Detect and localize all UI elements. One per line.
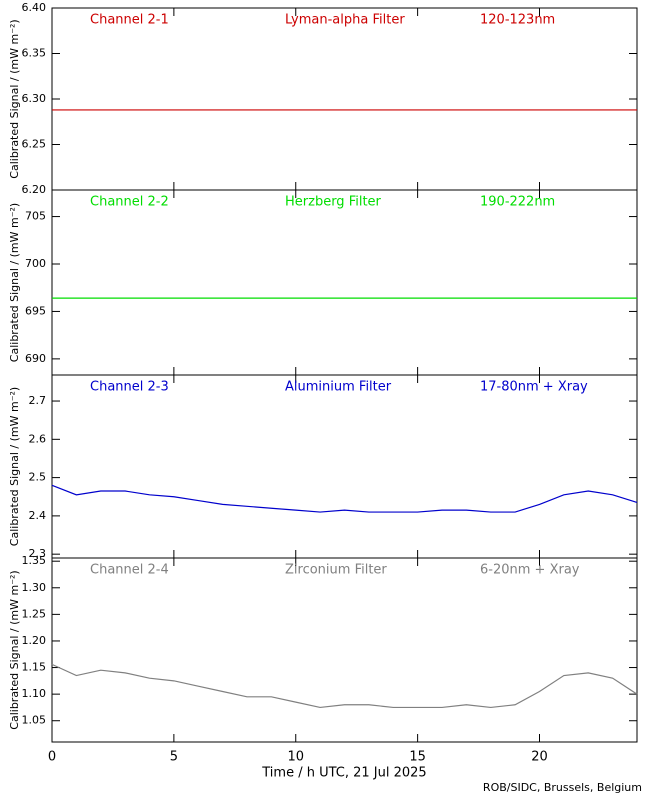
y-axis-label: Calibrated Signal / (mW m⁻²) bbox=[8, 203, 21, 362]
panel-annotation: Herzberg Filter bbox=[285, 195, 382, 210]
y-tick-label: 705 bbox=[25, 210, 46, 223]
panel-annotation: Channel 2-2 bbox=[90, 195, 169, 210]
y-axis-label: Calibrated Signal / (mW m⁻²) bbox=[8, 387, 21, 546]
x-axis-label: Time / h UTC, 21 Jul 2025 bbox=[261, 766, 426, 781]
y-tick-label: 695 bbox=[25, 304, 46, 317]
data-line bbox=[51, 484, 638, 513]
footer: ROB/SIDC, Brussels, Belgium bbox=[483, 781, 642, 794]
y-tick-label: 2.7 bbox=[29, 394, 47, 407]
plot-frame bbox=[51, 557, 638, 743]
y-tick-label: 1.05 bbox=[22, 714, 47, 727]
x-tick-label: 15 bbox=[409, 750, 426, 765]
y-tick-label: 1.10 bbox=[22, 687, 47, 700]
y-tick-label: 1.15 bbox=[22, 661, 47, 674]
panel-annotation: Lyman-alpha Filter bbox=[285, 13, 405, 28]
panel-annotation: Aluminium Filter bbox=[285, 380, 392, 395]
y-tick-label: 1.20 bbox=[22, 634, 47, 647]
y-tick-label: 1.30 bbox=[22, 581, 47, 594]
y-axis-label: Calibrated Signal / (mW m⁻²) bbox=[8, 570, 21, 729]
y-tick-label: 690 bbox=[25, 352, 46, 365]
y-tick-label: 1.25 bbox=[22, 607, 47, 620]
panel-annotation: Channel 2-4 bbox=[90, 563, 169, 578]
x-tick-label: 10 bbox=[287, 750, 304, 765]
y-tick-label: 6.30 bbox=[22, 92, 47, 105]
y-tick-label: 6.25 bbox=[22, 138, 47, 151]
y-tick-label: 2.6 bbox=[29, 432, 47, 445]
x-tick-label: 5 bbox=[170, 750, 178, 765]
y-tick-label: 2.5 bbox=[29, 471, 47, 484]
plot-frame bbox=[51, 7, 638, 191]
y-tick-label: 2.3 bbox=[29, 547, 47, 560]
x-tick-label: 20 bbox=[531, 750, 548, 765]
y-axis-label: Calibrated Signal / (mW m⁻²) bbox=[8, 19, 21, 178]
y-tick-label: 6.20 bbox=[22, 183, 47, 196]
panel-annotation: 17-80nm + Xray bbox=[480, 380, 588, 395]
y-tick-label: 1.35 bbox=[22, 554, 47, 567]
panel-annotation: 190-222nm bbox=[480, 195, 555, 210]
panel-annotation: 120-123nm bbox=[480, 13, 555, 28]
x-tick-label: 0 bbox=[48, 750, 56, 765]
panel-annotation: Zirconium Filter bbox=[285, 563, 387, 578]
panel-annotation: Channel 2-1 bbox=[90, 13, 169, 28]
panel-annotation: Channel 2-3 bbox=[90, 380, 169, 395]
y-tick-label: 2.4 bbox=[29, 509, 47, 522]
plot-frame bbox=[51, 374, 638, 559]
y-tick-label: 6.40 bbox=[22, 1, 47, 14]
y-tick-label: 6.35 bbox=[22, 47, 47, 60]
panel-annotation: 6-20nm + Xray bbox=[480, 563, 580, 578]
y-tick-label: 700 bbox=[25, 257, 46, 270]
data-line bbox=[51, 663, 638, 709]
plot-frame bbox=[51, 189, 638, 376]
